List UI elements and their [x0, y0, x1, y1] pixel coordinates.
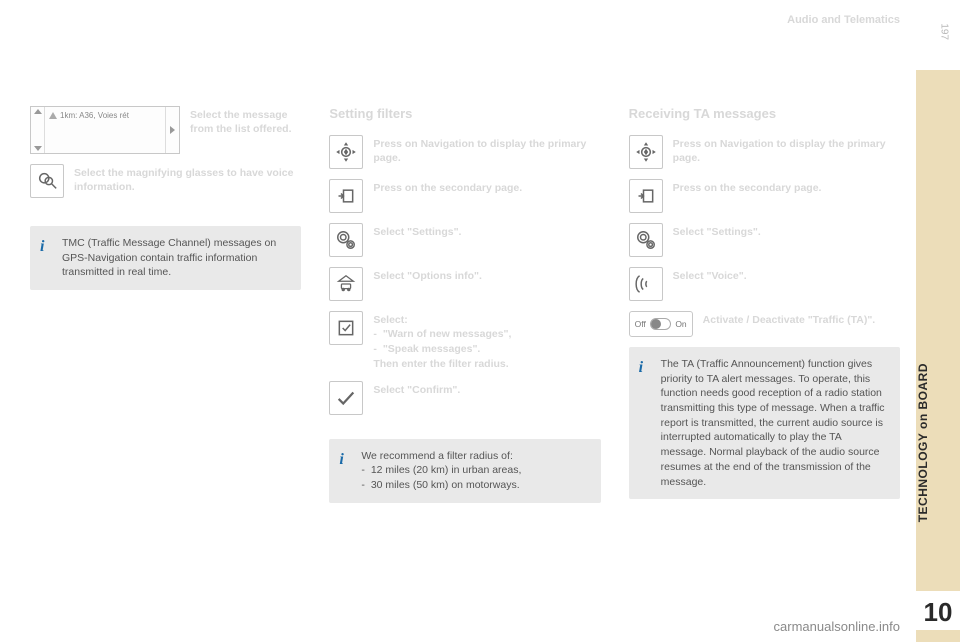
gear-icon	[629, 223, 663, 257]
settings-text: Select "Settings".	[373, 223, 461, 239]
watermark: carmanualsonline.info	[774, 619, 900, 634]
toggle-track	[650, 318, 671, 330]
scroll-up-icon	[34, 109, 42, 114]
row-secondary-page-r: Press on the secondary page.	[629, 179, 900, 213]
scroll-down-icon	[34, 146, 42, 151]
nav-primary-text-r: Press on Navigation to display the prima…	[673, 135, 900, 165]
voice-text: Select "Voice".	[673, 267, 747, 283]
screenshot-content: 1km: A36, Voies rét	[45, 107, 165, 153]
detail-arrow	[165, 107, 179, 153]
tmc-info-box: i TMC (Traffic Message Channel) messages…	[30, 226, 301, 290]
row-settings: Select "Settings".	[329, 223, 600, 257]
checkmark-icon	[329, 381, 363, 415]
side-tab: TECHNOLOGY on BOARD 10	[916, 70, 960, 642]
magnifier-icon	[30, 164, 64, 198]
select-tail: Then enter the filter radius.	[373, 357, 511, 371]
traffic-car-icon	[329, 267, 363, 301]
row-settings-r: Select "Settings".	[629, 223, 900, 257]
heading-ta: Receiving TA messages	[629, 106, 900, 121]
content-area: 1km: A36, Voies rét Select the message f…	[30, 106, 900, 630]
navigation-dpad-icon	[329, 135, 363, 169]
row-confirm: Select "Confirm".	[329, 381, 600, 415]
magnifier-text: Select the magnifying glasses to have vo…	[74, 164, 301, 194]
secondary-page-icon	[629, 179, 663, 213]
select-options-text: Select: -"Warn of new messages", -"Speak…	[373, 311, 511, 371]
gear-icon	[329, 223, 363, 257]
options-info-text: Select "Options info".	[373, 267, 482, 283]
select-lead: Select:	[373, 313, 511, 327]
tmc-message-text: 1km: A36, Voies rét	[60, 111, 129, 120]
secondary-page-text: Press on the secondary page.	[373, 179, 522, 195]
row-voice: Select "Voice".	[629, 267, 900, 301]
filter-motorway: 30 miles (50 km) on motorways.	[371, 478, 520, 493]
settings-text-r: Select "Settings".	[673, 223, 761, 239]
row-nav-primary: Press on Navigation to display the prima…	[329, 135, 600, 169]
tmc-info-text: TMC (Traffic Message Channel) messages o…	[62, 237, 276, 278]
warning-triangle-icon	[49, 112, 57, 119]
secondary-page-icon	[329, 179, 363, 213]
info-icon: i	[339, 449, 343, 471]
opt-warn: "Warn of new messages",	[383, 327, 512, 341]
chevron-right-icon	[170, 126, 175, 134]
nav-primary-text: Press on Navigation to display the prima…	[373, 135, 600, 165]
checkbox-icon	[329, 311, 363, 345]
filter-urban: 12 miles (20 km) in urban areas,	[371, 463, 522, 478]
tmc-list-screenshot: 1km: A36, Voies rét	[30, 106, 180, 154]
row-select-options: Select: -"Warn of new messages", -"Speak…	[329, 311, 600, 371]
row-nav-primary-r: Press on Navigation to display the prima…	[629, 135, 900, 169]
manual-page: Audio and Telematics 197 TECHNOLOGY on B…	[0, 0, 960, 640]
page-number: 197	[939, 23, 950, 40]
filter-radius-info-box: i We recommend a filter radius of: -12 m…	[329, 439, 600, 503]
side-label: TECHNOLOGY on BOARD	[916, 363, 960, 522]
select-message-text: Select the message from the list offered…	[190, 106, 301, 136]
row-toggle-ta: Off On Activate / Deactivate "Traffic (T…	[629, 311, 900, 337]
ta-info-text: The TA (Traffic Announcement) function g…	[661, 358, 885, 488]
row-magnifier: Select the magnifying glasses to have vo…	[30, 164, 301, 198]
header-category: Audio and Telematics	[787, 14, 900, 26]
navigation-dpad-icon	[629, 135, 663, 169]
row-options-info: Select "Options info".	[329, 267, 600, 301]
column-left: 1km: A36, Voies rét Select the message f…	[30, 106, 301, 630]
info-icon: i	[40, 236, 44, 258]
secondary-page-text-r: Press on the secondary page.	[673, 179, 822, 195]
ta-info-box: i The TA (Traffic Announcement) function…	[629, 347, 900, 499]
row-secondary-page: Press on the secondary page.	[329, 179, 600, 213]
confirm-text: Select "Confirm".	[373, 381, 460, 397]
section-number: 10	[916, 591, 960, 630]
toggle-ta-text: Activate / Deactivate "Traffic (TA)".	[703, 311, 876, 327]
scroll-arrows-left	[31, 107, 45, 153]
toggle-knob	[651, 319, 661, 329]
heading-filters: Setting filters	[329, 106, 600, 121]
row-screenshot: 1km: A36, Voies rét Select the message f…	[30, 106, 301, 154]
opt-speak: "Speak messages".	[383, 342, 481, 356]
filter-info-lead: We recommend a filter radius of:	[361, 449, 588, 464]
column-middle: Setting filters Press on Navigation to d…	[329, 106, 600, 630]
info-icon: i	[639, 357, 643, 379]
toggle-on-label: On	[675, 319, 686, 329]
voice-icon	[629, 267, 663, 301]
column-right: Receiving TA messages Press on Navigatio…	[629, 106, 900, 630]
traffic-ta-toggle[interactable]: Off On	[629, 311, 693, 337]
toggle-off-label: Off	[635, 319, 646, 329]
